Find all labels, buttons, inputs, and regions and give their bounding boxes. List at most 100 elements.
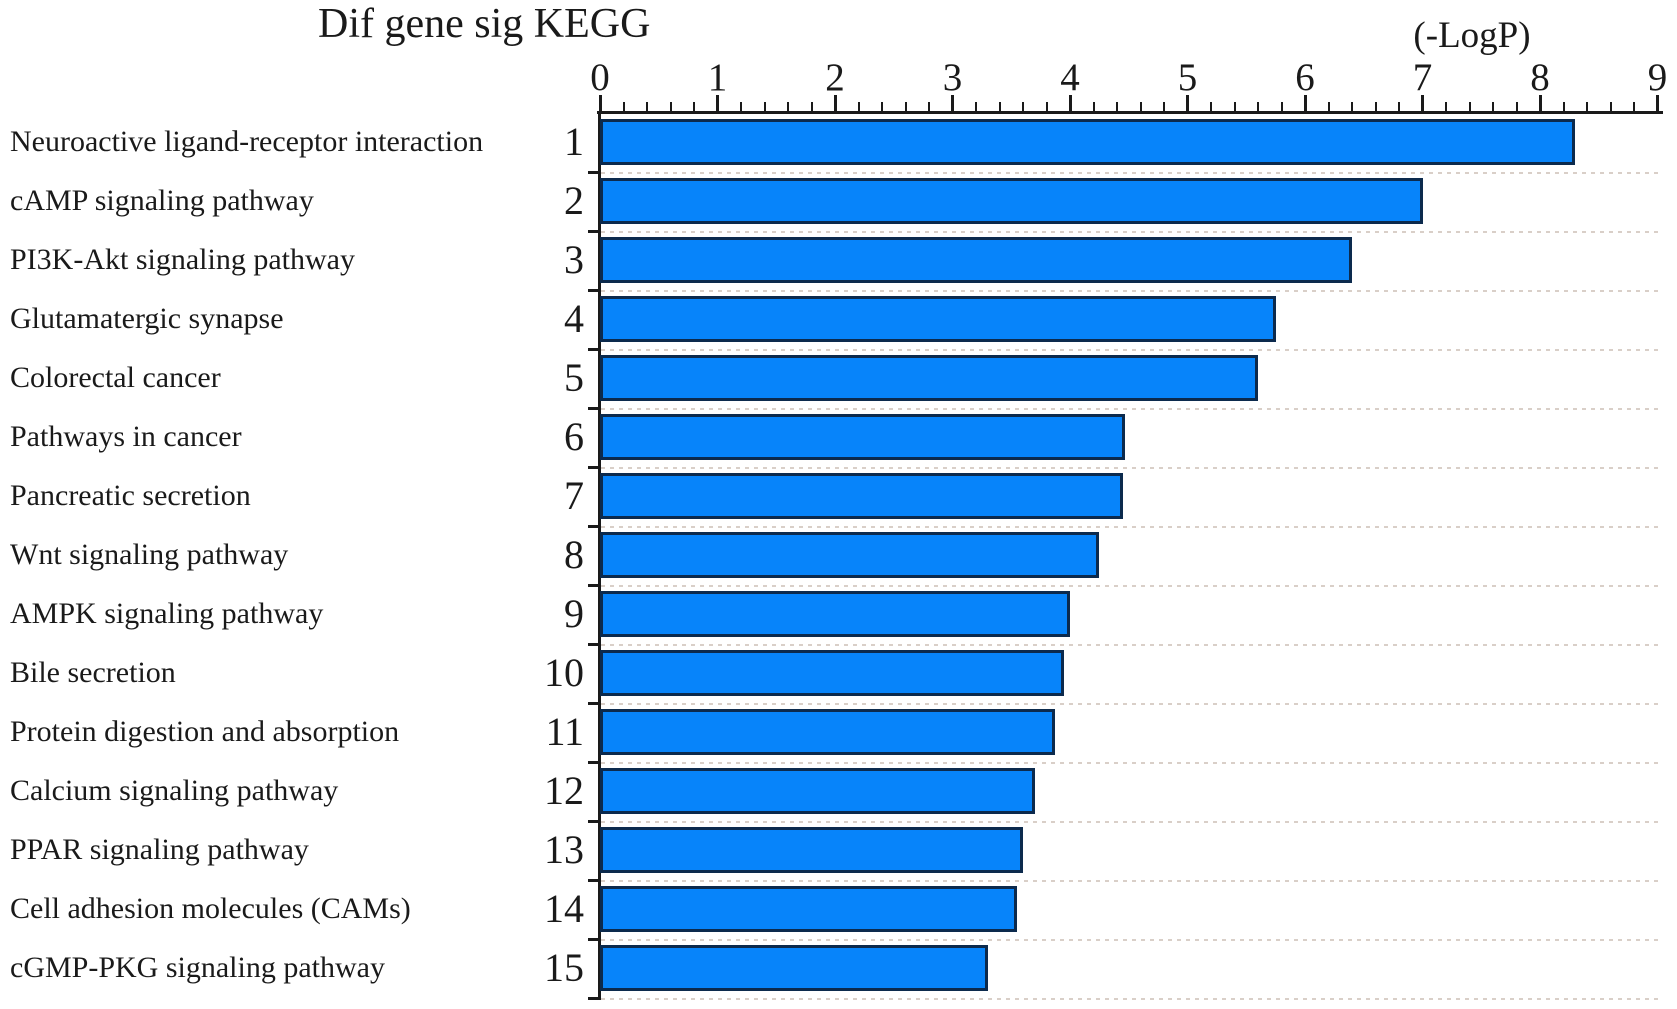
y-axis-tick [588, 525, 601, 528]
x-major-tick [1656, 95, 1659, 111]
category-label: PPAR signaling pathway [10, 833, 309, 866]
x-major-tick [951, 95, 954, 111]
x-minor-tick [904, 102, 907, 111]
x-major-tick [716, 95, 719, 111]
category-label: Cell adhesion molecules (CAMs) [10, 892, 411, 925]
bar-1 [600, 119, 1576, 165]
rank-number: 11 [545, 709, 584, 754]
x-minor-tick [740, 102, 742, 111]
row-separator-dotted-line [601, 585, 1663, 587]
x-minor-tick [1116, 102, 1118, 111]
row-separator-dotted-line [601, 349, 1663, 351]
bar-3 [600, 237, 1352, 283]
y-axis-tick [588, 584, 601, 587]
x-minor-tick [1468, 102, 1471, 111]
x-minor-tick [1492, 102, 1494, 111]
y-axis-tick [588, 938, 601, 941]
category-label: Pathways in cancer [10, 420, 242, 453]
x-minor-tick [928, 102, 930, 111]
x-minor-tick [1515, 102, 1518, 111]
row-separator-dotted-line [601, 290, 1663, 292]
row-separator-dotted-line [601, 231, 1663, 233]
y-axis-tick [588, 997, 601, 1000]
x-minor-tick [1139, 102, 1142, 111]
rank-number: 10 [544, 650, 584, 695]
category-label: Calcium signaling pathway [10, 774, 339, 807]
x-tick-label: 9 [1647, 56, 1668, 99]
x-major-tick [1068, 95, 1072, 111]
category-label: Bile secretion [10, 656, 176, 689]
row-separator-dotted-line [601, 998, 1663, 1000]
rank-number: 2 [564, 178, 584, 223]
y-axis-tick [588, 820, 601, 823]
x-minor-tick [975, 102, 977, 111]
x-tick-label: 2 [825, 56, 845, 99]
x-major-tick [1538, 95, 1542, 111]
category-label: Neuroactive ligand-receptor interaction [10, 125, 484, 158]
rank-number: 13 [544, 827, 584, 872]
x-minor-tick [857, 102, 860, 111]
x-minor-tick [1633, 102, 1635, 111]
rank-number: 8 [564, 532, 584, 577]
rank-number: 15 [544, 945, 584, 990]
y-axis-tick [588, 289, 601, 292]
bar-6 [600, 414, 1126, 460]
x-major-tick [833, 95, 837, 111]
bar-13 [600, 827, 1023, 873]
x-minor-tick [1280, 102, 1283, 111]
x-tick-label: 1 [707, 56, 728, 99]
category-label: AMPK signaling pathway [10, 597, 324, 630]
category-label: Wnt signaling pathway [10, 538, 289, 571]
row-separator-dotted-line [601, 821, 1663, 823]
rank-number: 3 [564, 237, 584, 282]
y-axis-tick [588, 643, 601, 646]
bar-5 [600, 355, 1258, 401]
x-minor-tick [1374, 102, 1377, 111]
y-axis-tick [588, 171, 601, 174]
y-axis-tick [588, 466, 601, 469]
rank-number: 12 [544, 768, 584, 813]
category-label: cAMP signaling pathway [10, 184, 314, 217]
x-minor-tick [810, 102, 813, 111]
row-separator-dotted-line [601, 467, 1663, 469]
category-label: Pancreatic secretion [10, 479, 251, 512]
x-minor-tick [646, 102, 648, 111]
chart-title: Dif gene sig KEGG [318, 1, 651, 47]
x-minor-tick [763, 102, 766, 111]
row-separator-dotted-line [601, 172, 1663, 174]
x-axis-line [597, 111, 1663, 114]
y-axis-tick [588, 879, 601, 882]
y-axis-line [598, 111, 601, 999]
bar-7 [600, 473, 1123, 519]
x-minor-tick [669, 102, 672, 111]
x-tick-label: 5 [1177, 56, 1198, 99]
x-minor-tick [1257, 102, 1259, 111]
bar-9 [600, 591, 1070, 637]
y-axis-tick [588, 230, 601, 233]
y-axis-tick [588, 702, 601, 705]
x-minor-tick [1586, 102, 1588, 111]
x-minor-tick [1022, 102, 1024, 111]
bar-11 [600, 709, 1055, 755]
y-axis-tick [588, 407, 601, 410]
x-minor-tick [1398, 102, 1400, 111]
category-label: cGMP-PKG signaling pathway [10, 951, 385, 984]
x-minor-tick [1233, 102, 1236, 111]
rank-number: 4 [564, 296, 584, 341]
rank-number: 5 [564, 355, 584, 400]
x-minor-tick [1045, 102, 1048, 111]
category-label: Protein digestion and absorption [10, 715, 400, 748]
x-major-tick [1303, 95, 1307, 111]
x-tick-label: 0 [590, 56, 610, 99]
bar-2 [600, 178, 1423, 224]
row-separator-dotted-line [601, 703, 1663, 705]
x-tick-label: 4 [1060, 56, 1080, 99]
rank-number: 9 [564, 591, 584, 636]
bar-10 [600, 650, 1065, 696]
row-separator-dotted-line [601, 762, 1663, 764]
x-minor-tick [622, 102, 625, 111]
row-separator-dotted-line [601, 880, 1663, 882]
category-label: PI3K-Akt signaling pathway [10, 243, 355, 276]
x-minor-tick [1210, 102, 1212, 111]
